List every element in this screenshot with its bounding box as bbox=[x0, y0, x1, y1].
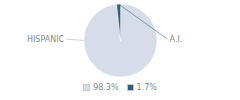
html-text:98.3%: 98.3% bbox=[93, 82, 119, 92]
html-text:1.7%: 1.7% bbox=[136, 82, 157, 92]
svg-text:A.I.: A.I. bbox=[170, 35, 183, 44]
svg-text:HISPANIC: HISPANIC bbox=[27, 35, 65, 44]
